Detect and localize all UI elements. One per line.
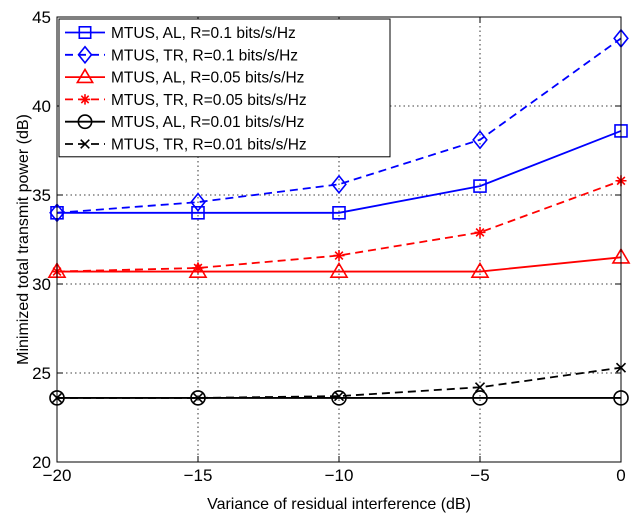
axis-ticks: −20 −15 −10 −5 0 20 25 30 35 40 45 (32, 8, 626, 485)
data-point (188, 261, 208, 278)
data-point (331, 174, 347, 195)
series-2 (49, 28, 629, 223)
y-tick-label: 45 (32, 8, 51, 27)
data-point (190, 192, 206, 212)
data-point (192, 392, 204, 403)
y-axis-title: Minimized total transmit power (dB) (15, 114, 32, 365)
data-point (332, 206, 346, 220)
data-point (470, 261, 490, 278)
x-axis-title: Variance of residual interference (dB) (207, 496, 471, 513)
legend-marker (75, 67, 95, 84)
series-line (57, 256, 622, 273)
legend-item: MTUS, AL, R=0.1 bits/s/Hz (65, 25, 296, 42)
data-point (472, 390, 488, 406)
legend-label: MTUS, TR, R=0.1 bits/s/Hz (111, 47, 298, 64)
legend-item: MTUS, AL, R=0.01 bits/s/Hz (65, 114, 304, 131)
legend-label: MTUS, AL, R=0.01 bits/s/Hz (111, 114, 304, 131)
y-tick-label: 35 (32, 186, 51, 205)
legend-marker (77, 45, 93, 65)
x-tick-label: 0 (616, 466, 625, 485)
data-point (473, 179, 487, 193)
y-tick-label: 20 (32, 453, 51, 472)
data-point (333, 391, 345, 402)
series-line (56, 37, 622, 214)
x-tick-label: −5 (470, 466, 489, 485)
data-point (472, 130, 488, 150)
legend-label: MTUS, AL, R=0.1 bits/s/Hz (111, 25, 296, 42)
data-point (474, 226, 486, 238)
legend-item: MTUS, TR, R=0.01 bits/s/Hz (65, 137, 307, 154)
legend-marker (78, 25, 92, 39)
y-tick-label: 30 (32, 275, 51, 294)
x-tick-label: −10 (325, 466, 354, 485)
data-point (191, 206, 205, 220)
series-line (56, 179, 622, 273)
legend: MTUS, AL, R=0.1 bits/s/Hz MTUS, TR, R=0.1… (58, 18, 391, 158)
legend-box (58, 18, 391, 158)
legend-label: MTUS, TR, R=0.05 bits/s/Hz (111, 92, 307, 109)
legend-marker (77, 114, 93, 130)
data-point (192, 262, 204, 274)
series-line (57, 366, 622, 399)
legend-item: MTUS, AL, R=0.05 bits/s/Hz (65, 67, 304, 87)
data-point (331, 390, 347, 406)
legend-item: MTUS, TR, R=0.1 bits/s/Hz (65, 45, 298, 65)
legend-label: MTUS, TR, R=0.01 bits/s/Hz (111, 137, 307, 154)
y-tick-label: 40 (32, 97, 51, 116)
series-line (57, 130, 622, 214)
legend-label: MTUS, AL, R=0.05 bits/s/Hz (111, 70, 304, 87)
data-point (474, 382, 486, 393)
legend-marker (79, 94, 91, 105)
series-6 (51, 362, 627, 403)
x-tick-label: −15 (184, 466, 213, 485)
legend-marker (80, 139, 90, 149)
x-tick-label: −20 (43, 466, 72, 485)
legend-item: MTUS, TR, R=0.05 bits/s/Hz (65, 92, 307, 109)
data-point (329, 261, 349, 278)
data-point (333, 249, 345, 262)
y-tick-label: 25 (32, 364, 51, 383)
